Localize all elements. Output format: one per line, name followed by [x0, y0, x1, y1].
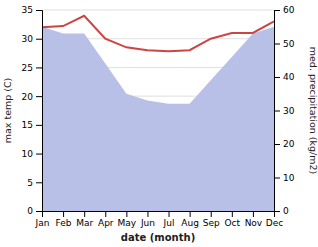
tick-mark	[253, 211, 254, 217]
tick-label: 5	[27, 178, 33, 188]
tick-label: May	[118, 218, 137, 228]
tick: Nov	[245, 211, 263, 228]
tick-label: 25	[22, 63, 33, 73]
tick: Jan	[35, 211, 50, 228]
tick-mark	[36, 67, 42, 68]
tick-mark	[169, 211, 170, 217]
tick-label: Feb	[56, 218, 72, 228]
axis-line	[275, 11, 281, 212]
tick-mark	[274, 10, 280, 11]
tick-label: 20	[283, 139, 295, 149]
tick: 35	[22, 5, 42, 15]
tick-label: 0	[283, 206, 289, 216]
tick-label: 10	[283, 173, 295, 183]
tick-label: Jun	[140, 218, 155, 228]
tick: 40	[274, 72, 295, 82]
tick: 0	[274, 206, 289, 216]
tick-mark	[274, 77, 280, 78]
tick: Jun	[140, 211, 155, 228]
tick: Apr	[98, 211, 114, 228]
tick: Feb	[56, 211, 72, 228]
tick-label: Dec	[266, 218, 283, 228]
tick-label: Jul	[163, 218, 175, 228]
tick: 10	[274, 173, 295, 183]
tick-mark	[36, 125, 42, 126]
x-axis: Jan Feb Mar Apr MayJun Jul Aug Sep Oct NovDec	[35, 211, 284, 228]
tick-mark	[274, 178, 280, 179]
grid-line	[42, 10, 274, 11]
x-axis-title: date (month)	[121, 232, 195, 243]
marks	[42, 16, 274, 211]
tick-label: 60	[283, 5, 295, 15]
tick: Oct	[225, 211, 241, 228]
tick-label: Aug	[181, 218, 199, 228]
tick-mark	[36, 154, 42, 155]
tick: Dec	[266, 211, 283, 228]
tick-label: 40	[283, 72, 295, 82]
tick-label: Oct	[225, 218, 241, 228]
tick-label: Jan	[35, 218, 50, 228]
tick: 15	[22, 120, 42, 130]
tick-mark	[147, 211, 148, 217]
tick-mark	[126, 211, 127, 217]
tick-mark	[190, 211, 191, 217]
tick-mark	[36, 39, 42, 40]
tick-label: 50	[283, 39, 295, 49]
tick-mark	[63, 211, 64, 217]
tick-mark	[84, 211, 85, 217]
tick-label: 15	[22, 120, 33, 130]
tick-mark	[36, 96, 42, 97]
tick-label: Sep	[203, 218, 220, 228]
tick: 30	[22, 34, 42, 44]
tick-label: 20	[22, 92, 34, 102]
tick: May	[118, 211, 137, 228]
line	[42, 16, 274, 52]
tick-label: 30	[22, 34, 34, 44]
tick-mark	[211, 211, 212, 217]
tick-mark	[105, 211, 106, 217]
tick: 30	[274, 106, 295, 116]
tick-label: 10	[22, 149, 34, 159]
chart: JanFebMarAprMayJunJulAugSepOctNovDec0510…	[0, 0, 318, 247]
tick: Mar	[76, 211, 93, 228]
tick-mark	[274, 144, 280, 145]
tick: 20	[22, 92, 42, 102]
axis-line	[43, 212, 275, 218]
tick-label: Nov	[245, 218, 263, 228]
tick-mark	[36, 182, 42, 183]
tick: 60	[274, 5, 295, 15]
tick: Jul	[163, 211, 175, 228]
tick-label: Mar	[76, 218, 93, 228]
area	[42, 27, 274, 211]
tick: 5	[27, 178, 42, 188]
tick-mark	[274, 211, 280, 212]
tick: 20	[274, 139, 295, 149]
tick: 10	[22, 149, 42, 159]
tick-mark	[36, 211, 42, 212]
tick: Sep	[203, 211, 220, 228]
y-axis-title: max temp (C)	[2, 78, 13, 144]
tick: Aug	[181, 211, 199, 228]
axis-line	[36, 11, 43, 212]
y2-axis: 0 10 20 30 40 50 60	[274, 5, 295, 216]
tick-mark	[232, 211, 233, 217]
tick: 0	[27, 206, 42, 216]
grid	[42, 10, 274, 211]
tick-mark	[36, 10, 42, 11]
tick-label: 35	[22, 5, 33, 15]
plot-area: JanFebMarAprMayJunJulAugSepOctNovDec0510…	[22, 5, 295, 228]
tick-mark	[274, 44, 280, 45]
tick: 25	[22, 63, 42, 73]
tick-label: Apr	[98, 218, 114, 228]
y2-axis-title: med. precipitation (kg/m2)	[308, 47, 318, 174]
tick-label: 0	[27, 206, 33, 216]
tick: 50	[274, 39, 295, 49]
tick-mark	[274, 111, 280, 112]
y-axis: 0 5 10 15 20 25 30 35	[22, 5, 43, 216]
tick-label: 30	[283, 106, 295, 116]
